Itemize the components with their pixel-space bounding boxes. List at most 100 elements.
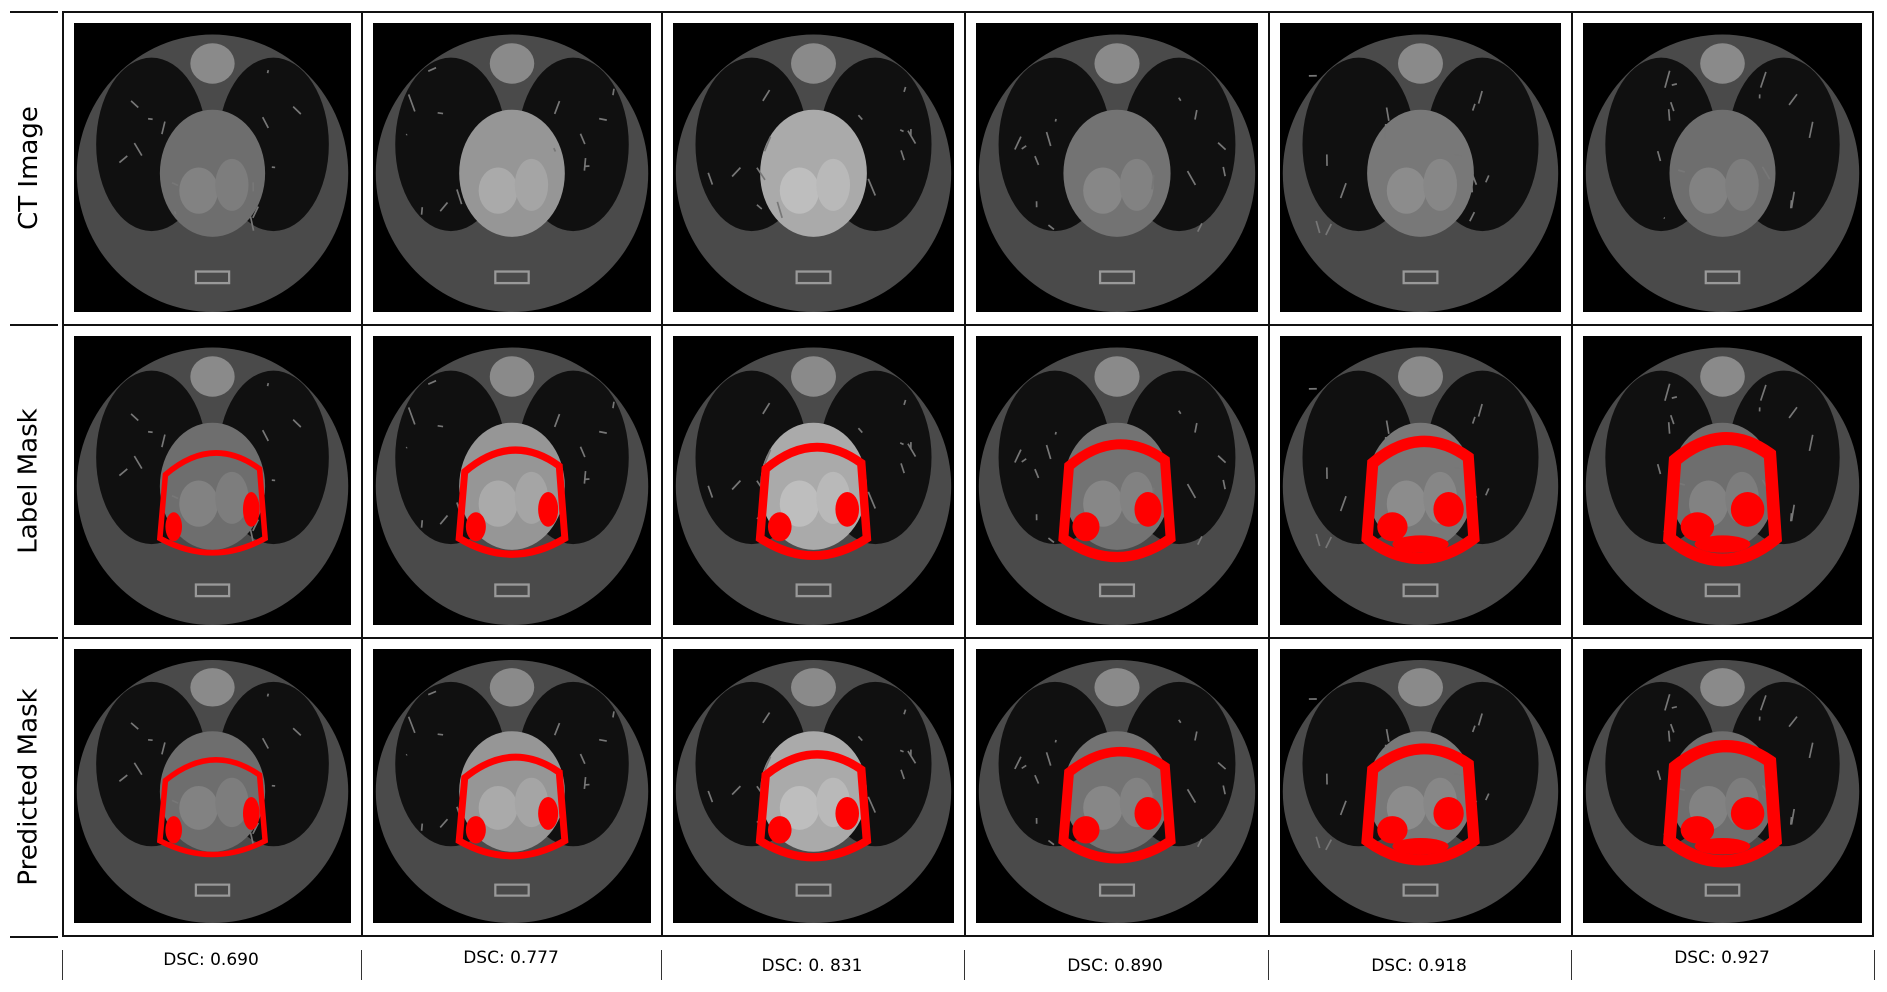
anatomy-shape [171, 799, 179, 804]
anatomy-shape [599, 430, 607, 434]
anatomy-shape [1700, 356, 1745, 397]
anatomy-shape [1656, 770, 1662, 781]
anatomy-shape [1664, 70, 1671, 89]
segmentation-mask [156, 757, 269, 858]
dsc-score-label: DSC: 0.918 [1371, 956, 1467, 976]
anatomy-shape [795, 583, 832, 598]
segmentation-mask [1662, 431, 1783, 567]
anatomy-shape [1384, 123, 1387, 139]
anatomy-shape [1325, 536, 1333, 549]
anatomy-shape [707, 485, 714, 498]
anatomy-shape [179, 480, 219, 527]
anatomy-shape [903, 709, 907, 715]
anatomy-shape [456, 189, 463, 205]
anatomy-shape [514, 158, 549, 211]
anatomy-shape [194, 583, 231, 598]
segmentation-mask [1392, 838, 1449, 855]
anatomy-shape [1700, 43, 1745, 84]
anatomy-shape [437, 424, 444, 428]
anatomy-shape [1014, 756, 1022, 770]
anatomy-shape [405, 753, 408, 756]
anatomy-shape [1339, 495, 1347, 512]
anatomy-shape [1477, 90, 1483, 104]
anatomy-shape [1119, 158, 1154, 211]
segmentation-mask [1072, 512, 1100, 542]
anatomy-shape [579, 446, 586, 458]
anatomy-shape [1186, 170, 1197, 186]
ct-slice-image [976, 23, 1258, 312]
anatomy-shape [215, 471, 249, 524]
anatomy-shape [612, 711, 615, 718]
anatomy-shape [1808, 121, 1814, 139]
anatomy-shape [292, 105, 302, 115]
ct-slice-image [673, 649, 954, 923]
anatomy-shape [1385, 728, 1390, 742]
anatomy-shape [252, 822, 260, 835]
ct-slice-image [1280, 649, 1561, 923]
anatomy-shape [292, 418, 302, 428]
column-separator [661, 950, 662, 980]
anatomy-shape [779, 167, 820, 214]
ct-slice-image [673, 336, 954, 625]
anatomy-shape [816, 158, 851, 211]
anatomy-shape [420, 207, 424, 215]
ct-slice-image [373, 23, 651, 312]
anatomy-shape [1186, 788, 1197, 803]
image-cell [64, 13, 363, 326]
anatomy-shape [1014, 136, 1022, 150]
anatomy-shape [1761, 166, 1771, 180]
segmentation-mask [1361, 435, 1480, 565]
anatomy-shape [1339, 182, 1347, 199]
anatomy-shape [1669, 723, 1675, 733]
anatomy-shape [1470, 183, 1474, 193]
anatomy-shape [489, 668, 535, 707]
anatomy-shape [1808, 742, 1814, 759]
anatomy-shape [1471, 416, 1476, 424]
anatomy-shape [1704, 583, 1741, 598]
segmentation-mask [465, 816, 486, 844]
anatomy-shape [1315, 836, 1321, 849]
anatomy-shape [1385, 420, 1390, 434]
ct-slice-image [1583, 23, 1862, 312]
anatomy-shape [427, 690, 437, 696]
anatomy-shape [762, 89, 771, 102]
segmentation-mask [242, 492, 260, 527]
anatomy-shape [130, 722, 139, 730]
ct-slice-image [74, 649, 351, 923]
column-separator [964, 950, 965, 980]
anatomy-shape [1217, 455, 1227, 464]
anatomy-shape [756, 204, 763, 210]
anatomy-shape [1471, 725, 1476, 733]
anatomy-shape [1725, 158, 1759, 211]
ct-slice-image [74, 336, 351, 625]
segmentation-mask [1392, 535, 1449, 553]
segmentation-mask [538, 492, 559, 527]
anatomy-shape [1196, 535, 1203, 546]
anatomy-shape [907, 750, 917, 764]
row-divider [10, 324, 58, 326]
anatomy-shape [1704, 883, 1741, 897]
anatomy-shape [1021, 145, 1027, 150]
anatomy-shape [1222, 785, 1226, 795]
anatomy-shape [261, 116, 270, 129]
anatomy-shape [583, 157, 587, 171]
anatomy-shape [1034, 774, 1040, 784]
segmentation-mask [1377, 512, 1408, 542]
segmentation-mask [767, 512, 792, 542]
image-cell [1270, 639, 1573, 935]
anatomy-shape [1194, 109, 1198, 120]
anatomy-shape [420, 520, 424, 528]
anatomy-shape [900, 150, 905, 161]
anatomy-shape [1186, 483, 1197, 499]
anatomy-shape [1222, 166, 1226, 177]
anatomy-shape [903, 86, 907, 93]
dsc-score-label: DSC: 0.890 [1067, 956, 1163, 976]
anatomy-shape [763, 756, 772, 771]
dsc-score-label: DSC: 0.690 [163, 950, 259, 970]
anatomy-shape [1790, 504, 1796, 522]
anatomy-shape [553, 722, 561, 736]
anatomy-shape [1663, 217, 1666, 220]
anatomy-shape [494, 583, 530, 598]
anatomy-shape [179, 786, 219, 830]
anatomy-shape [900, 463, 905, 474]
